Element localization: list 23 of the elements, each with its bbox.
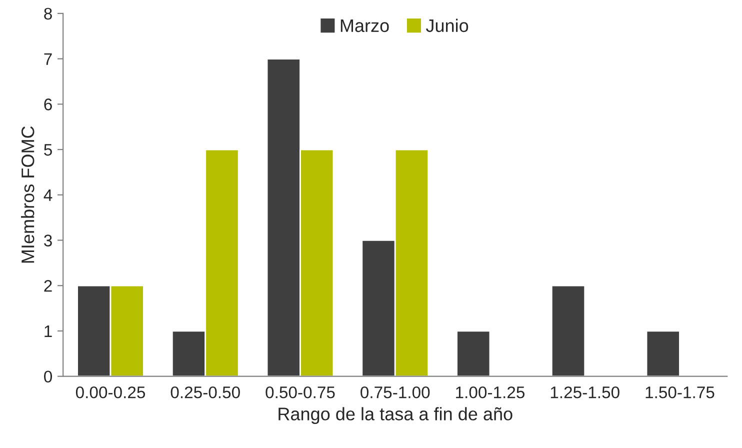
y-tick-label: 1 <box>44 326 52 337</box>
x-tick-label: 0.75-1.00 <box>360 386 430 398</box>
y-tick-label: 0 <box>44 370 52 383</box>
y-tick-label: 4 <box>44 189 52 201</box>
y-tick-label: 6 <box>44 98 52 110</box>
y-tick-label: 8 <box>44 8 52 20</box>
y-tick-label: 7 <box>44 53 52 65</box>
bar <box>550 284 586 376</box>
legend-label: Junio <box>426 18 468 32</box>
x-tick-label: 0.50-0.75 <box>266 386 335 398</box>
x-axis-title: Rango de la tasa a fin de año <box>278 407 512 424</box>
y-tick-label: 3 <box>44 234 52 246</box>
x-tick-label: 1.50-1.75 <box>646 386 714 398</box>
y-tick-label: 5 <box>44 144 52 156</box>
y-tick-label: 2 <box>44 280 52 292</box>
y-axis-title: MIembros FOMC <box>21 126 34 263</box>
legend-label: Marzo <box>340 19 389 32</box>
x-tick-label: 0.25-0.50 <box>170 386 240 398</box>
x-tick-label: 0.00-0.25 <box>76 386 146 398</box>
bar <box>456 330 491 376</box>
x-tick-label: 1.00-1.25 <box>456 386 525 398</box>
x-tick-label: 1.25-1.50 <box>550 386 620 398</box>
bar <box>646 330 680 376</box>
